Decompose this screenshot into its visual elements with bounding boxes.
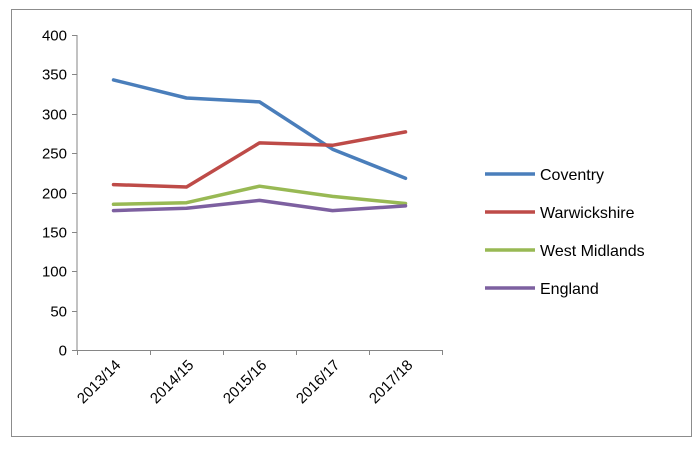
y-tick-label: 300: [42, 107, 67, 124]
legend-item: Coventry: [485, 167, 604, 184]
series-layer: [111, 78, 408, 213]
chart-frame: [11, 9, 692, 437]
y-tick-label: 0: [59, 343, 67, 360]
legend-label: England: [540, 281, 599, 298]
series-line-england: [111, 198, 408, 213]
x-tick-label: 2016/17: [293, 357, 343, 407]
legend-label: Warwickshire: [540, 205, 635, 222]
legend-item: Warwickshire: [485, 205, 635, 222]
y-tick-label: 50: [50, 304, 67, 321]
series-line-warwickshire: [111, 130, 408, 189]
legend: Coventry Warwickshire West Midlands England: [485, 167, 645, 298]
y-tick-label: 100: [42, 264, 67, 281]
legend-label: West Midlands: [540, 243, 645, 260]
x-tick-label: 2013/14: [74, 357, 124, 407]
y-tick-label: 400: [42, 28, 67, 45]
y-axis: 0 50 100 150 200 250 300 350 400: [42, 28, 78, 360]
y-tick-label: 250: [42, 146, 67, 163]
legend-item: West Midlands: [485, 243, 645, 260]
x-tick-label: 2014/15: [147, 357, 197, 407]
x-tick-label: 2015/16: [220, 357, 270, 407]
series-line-west-midlands: [111, 184, 408, 207]
series-line-coventry: [111, 78, 408, 181]
legend-item: England: [485, 281, 599, 298]
x-tick-label: 2017/18: [366, 357, 416, 407]
y-tick-label: 350: [42, 67, 67, 84]
x-axis: 2013/14 2014/15 2015/16 2016/17 2017/18: [74, 350, 443, 407]
y-tick-label: 150: [42, 225, 67, 242]
legend-label: Coventry: [540, 167, 604, 184]
y-tick-label: 200: [42, 186, 67, 203]
